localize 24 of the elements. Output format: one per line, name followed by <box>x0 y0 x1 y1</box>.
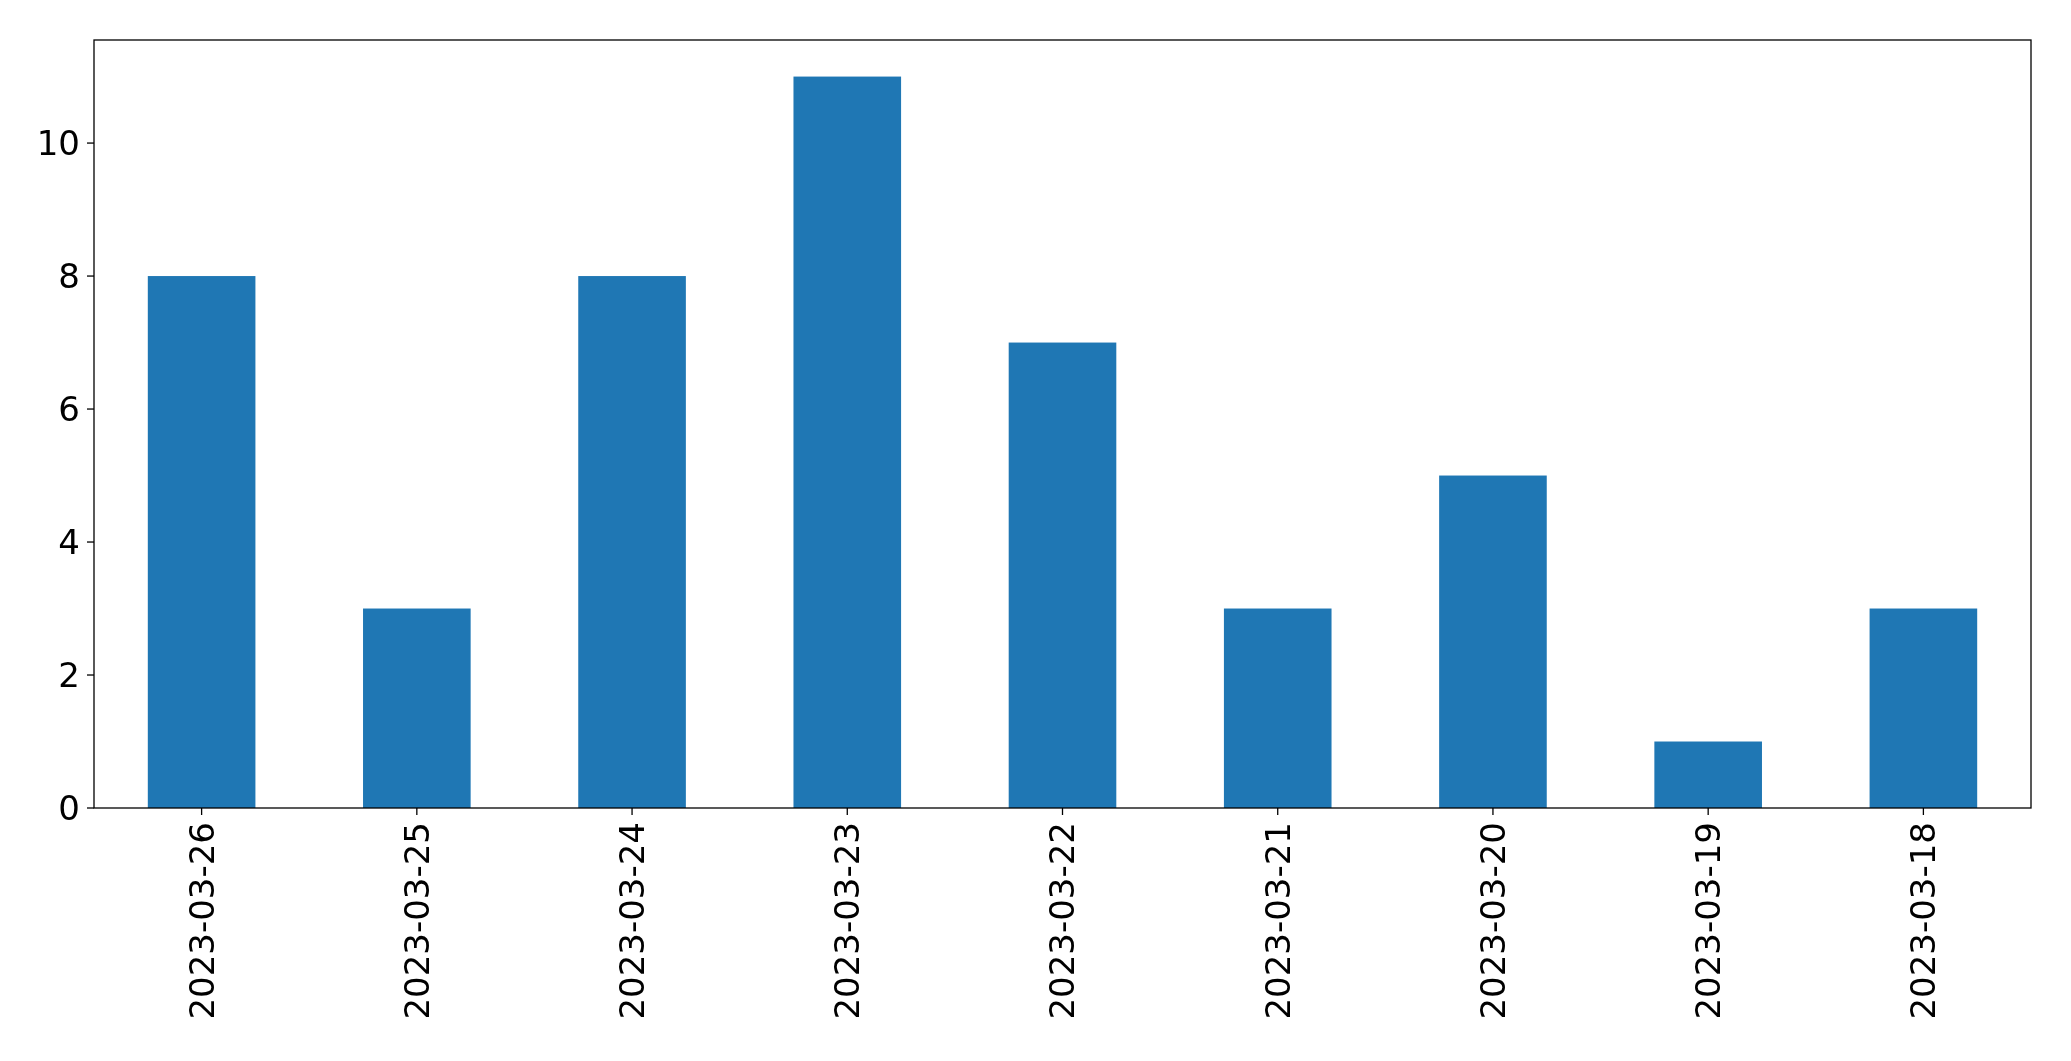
y-tick-label: 4 <box>58 521 80 562</box>
y-tick-label: 6 <box>58 388 80 429</box>
x-tick-label: 2023-03-20 <box>1472 822 1513 1020</box>
bar <box>1869 608 1978 808</box>
x-tick-label: 2023-03-23 <box>827 822 868 1020</box>
x-tick-label: 2023-03-19 <box>1688 822 1729 1020</box>
bar <box>578 276 686 808</box>
bar <box>1439 475 1547 808</box>
y-tick-label: 0 <box>58 787 80 828</box>
y-tick-label: 8 <box>58 255 80 296</box>
x-tick-label: 2023-03-26 <box>181 822 222 1020</box>
bar <box>1008 342 1117 808</box>
y-tick-label: 2 <box>58 654 80 695</box>
y-tick-label: 10 <box>36 122 80 163</box>
bar <box>147 276 256 808</box>
bar <box>793 76 902 808</box>
x-tick-label: 2023-03-18 <box>1903 822 1944 1020</box>
x-tick-label: 2023-03-22 <box>1042 822 1083 1020</box>
bar <box>1654 741 1762 808</box>
bar <box>1223 608 1332 808</box>
x-tick-label: 2023-03-21 <box>1257 822 1298 1020</box>
bar <box>363 608 471 808</box>
x-tick-label: 2023-03-25 <box>396 822 437 1020</box>
x-tick-label: 2023-03-24 <box>611 822 652 1020</box>
